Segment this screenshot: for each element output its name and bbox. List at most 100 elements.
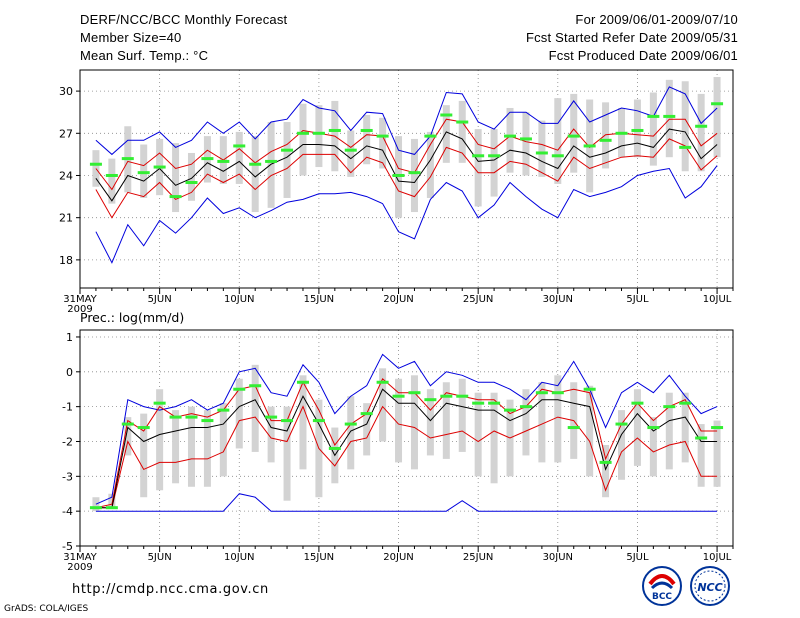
spread-box <box>697 424 705 487</box>
median-mark <box>312 419 325 423</box>
median-mark <box>519 405 532 409</box>
spread-box <box>156 389 164 491</box>
median-mark <box>663 405 676 409</box>
spread-box <box>602 444 610 498</box>
median-mark <box>360 412 373 416</box>
x-tick-label: 5JUL <box>626 294 649 305</box>
median-mark <box>105 506 118 510</box>
spread-box <box>458 100 466 163</box>
x-year-label: 2009 <box>67 304 92 315</box>
spread-box <box>187 406 195 487</box>
x-tick-label: 31MAY <box>63 552 97 563</box>
spread-box <box>633 99 641 158</box>
spread-lower-line <box>95 138 718 219</box>
ncc-logo: NCC <box>690 566 730 606</box>
spread-box <box>347 130 355 177</box>
spread-box <box>474 392 482 477</box>
median-mark <box>711 102 724 106</box>
median-mark <box>376 134 389 138</box>
median-mark <box>440 394 453 398</box>
spread-box <box>506 107 514 173</box>
spread-upper-line <box>95 377 718 509</box>
min-line <box>95 493 718 512</box>
spread-box <box>283 122 291 198</box>
spread-box <box>299 375 307 470</box>
median-mark <box>296 380 309 384</box>
median-mark <box>663 114 676 118</box>
spread-box <box>379 117 387 169</box>
median-mark <box>631 401 644 405</box>
spread-box <box>458 378 466 452</box>
x-tick-label: 20JUN <box>383 294 413 305</box>
forecast-period: For 2009/06/01-2009/07/10 <box>575 12 738 27</box>
y-tick-label: -4 <box>62 505 73 518</box>
spread-box <box>442 105 450 163</box>
median-mark <box>567 426 580 430</box>
median-mark <box>647 426 660 430</box>
temperature-title: Mean Surf. Temp.: °C <box>80 48 209 63</box>
median-mark <box>472 401 485 405</box>
x-tick-label: 5JUL <box>626 552 649 563</box>
median-mark <box>424 398 437 402</box>
median-mark <box>679 145 692 149</box>
spread-box <box>522 112 530 176</box>
y-tick-label: 21 <box>59 212 73 225</box>
spread-box <box>251 364 259 452</box>
max-line <box>95 86 718 156</box>
median-mark <box>615 422 628 426</box>
spread-box <box>681 81 689 172</box>
spread-box <box>649 92 657 166</box>
y-tick-label: 24 <box>59 169 73 182</box>
bcc-logo: BCC <box>642 566 682 606</box>
x-tick-label: 10JUN <box>224 294 254 305</box>
median-mark <box>281 148 294 152</box>
median-mark <box>105 173 118 177</box>
spread-box <box>442 382 450 459</box>
precipitation-title: Prec.: log(mm/d) <box>80 310 185 325</box>
median-mark <box>456 394 469 398</box>
median-mark <box>488 401 501 405</box>
spread-upper-line <box>95 118 718 191</box>
median-mark <box>169 195 182 199</box>
source-url[interactable]: http://cmdp.ncc.cma.gov.cn <box>72 582 269 597</box>
spread-box <box>140 413 148 498</box>
median-mark <box>695 124 708 128</box>
median-mark <box>153 165 166 169</box>
spread-box <box>522 389 530 456</box>
median-mark <box>328 128 341 132</box>
y-tick-label: 1 <box>66 331 73 344</box>
spread-box <box>347 396 355 470</box>
spread-box <box>235 131 243 184</box>
median-mark <box>201 419 214 423</box>
spread-box <box>618 410 626 480</box>
median-mark <box>217 159 230 163</box>
median-mark <box>535 151 548 155</box>
spread-box <box>410 138 418 213</box>
median-mark <box>328 446 341 450</box>
median-mark <box>121 422 134 426</box>
spread-box <box>172 410 180 484</box>
median-mark <box>185 415 198 419</box>
x-tick-label: 30JUN <box>543 294 573 305</box>
median-mark <box>519 137 532 141</box>
median-mark <box>488 154 501 158</box>
spread-box <box>602 102 610 169</box>
spread-box <box>633 389 641 466</box>
median-mark <box>249 384 262 388</box>
median-mark <box>599 138 612 142</box>
median-mark <box>551 154 564 158</box>
spread-box <box>219 403 227 477</box>
x-tick-label: 10JUL <box>703 294 732 305</box>
spread-box <box>554 98 562 184</box>
median-mark <box>504 134 517 138</box>
median-mark <box>249 162 262 166</box>
spread-lower-line <box>95 405 718 509</box>
spread-box <box>315 105 323 168</box>
panel-2: -5 -4 -3 -2 -1 0 1 31MAY 5JUN 10JUN 15JUN 20JUN 25JU… <box>62 329 734 573</box>
median-mark <box>360 128 373 132</box>
median-mark <box>583 387 596 391</box>
mean-line <box>95 388 718 509</box>
spread-box <box>586 385 594 477</box>
spread-box <box>172 143 180 213</box>
